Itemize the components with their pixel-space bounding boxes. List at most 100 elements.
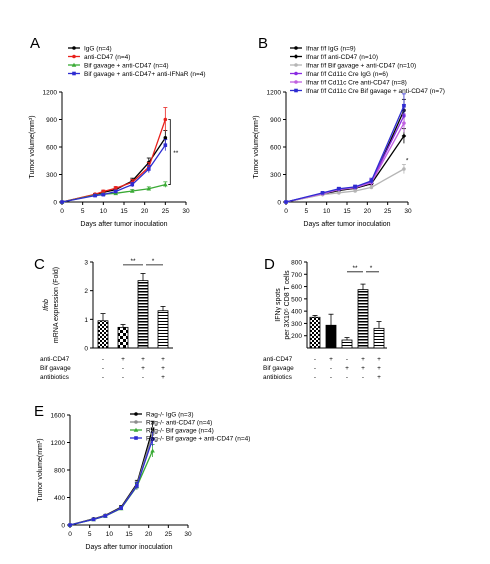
condition-mark: + <box>161 365 165 372</box>
data-point <box>147 167 151 171</box>
condition-mark: + <box>377 356 381 363</box>
condition-label: Bif gavage <box>263 365 294 372</box>
y-tick-label: 1 <box>84 317 88 324</box>
data-point <box>353 185 357 189</box>
bar <box>325 324 337 349</box>
legend-label: Ifnar f/f anti-CD47 (n=10) <box>306 54 378 61</box>
condition-mark: - <box>314 374 316 381</box>
x-axis-label: Days after tumor inoculation <box>303 221 390 228</box>
condition-mark: + <box>329 356 333 363</box>
y-axis-label: mRNA expression (Fold) <box>53 267 60 343</box>
y-tick-label: 0 <box>277 200 281 207</box>
condition-mark: + <box>121 356 125 363</box>
panel-e-chart: 0 5 10 15 20 25 30 0 400 800 1200 1600 Days after tu… <box>37 411 250 551</box>
legend-label: Ifnar f/f Cd11c Cre IgG (n=6) <box>306 71 388 78</box>
y-axis-label-2: per 3X10⁵ CD8 T cells <box>284 270 291 340</box>
y-tick-label: 2 <box>84 288 88 295</box>
condition-mark: - <box>346 374 348 381</box>
legend-label: Bif gavage + anti-CD47+ anti-IFNaR (n=4) <box>84 71 206 78</box>
legend-label: Rag-/- Bif gavage (n=4) <box>146 427 214 434</box>
bar <box>341 339 353 349</box>
x-tick-label: 10 <box>100 208 108 215</box>
panel-letter-d: D <box>264 256 275 273</box>
y-tick-label: 600 <box>46 145 57 152</box>
legend-label: Ifnar f/f Cd11c Cre Bif gavage + anti-CD… <box>306 88 445 95</box>
legend-label: Ifnar f/f IgG (n=9) <box>306 45 356 52</box>
data-point <box>146 186 152 191</box>
bar <box>117 326 129 349</box>
panel-c-chart: 0 1 2 3 anti-CD47 - + + + Bif gavage - - + + antibioti… <box>40 258 173 381</box>
condition-mark: - <box>314 356 316 363</box>
y-axis-label: Tumor volume(mm³) <box>253 115 260 178</box>
legend-swatch-marker <box>133 427 139 432</box>
legend-label: Rag-/- anti-CD47 (n=4) <box>146 419 212 426</box>
legend-swatch-marker <box>294 80 298 84</box>
data-point <box>113 186 118 191</box>
x-tick-label: 5 <box>305 208 309 215</box>
data-point <box>60 200 64 204</box>
legend-swatch-marker <box>134 420 138 424</box>
data-point <box>284 200 288 204</box>
y-tick-label: 600 <box>270 145 281 152</box>
data-point <box>101 192 106 197</box>
data-point <box>113 189 118 194</box>
y-tick-label: 0 <box>53 200 57 207</box>
legend-label: Rag-/- Bif gavage + anti-CD47 (n=4) <box>146 435 250 442</box>
series-line <box>285 122 405 203</box>
x-tick-label: 25 <box>162 208 170 215</box>
condition-mark: + <box>377 365 381 372</box>
data-point <box>163 143 168 147</box>
data-point <box>135 484 139 488</box>
significance-label: * <box>370 265 373 272</box>
condition-mark: + <box>361 365 365 372</box>
data-point <box>93 193 97 198</box>
legend-swatch-marker <box>294 46 298 50</box>
x-tick-label: 0 <box>68 531 72 538</box>
series-line <box>285 105 405 203</box>
x-axis-label: Days after tumor inoculation <box>80 221 167 228</box>
panel-d-chart: 200 300 400 500 600 700 800 anti-CD47 - + - + + Bif g… <box>263 260 387 381</box>
legend-label: Ifnar f/f Cd11c Cre anti-CD47 (n=8) <box>306 79 407 86</box>
condition-mark: + <box>161 374 165 381</box>
x-tick-label: 20 <box>364 208 372 215</box>
condition-mark: + <box>141 356 145 363</box>
series-line <box>285 168 405 203</box>
x-tick-label: 15 <box>343 208 351 215</box>
legend-label: Ifnar f/f Bif gavage + anti-CD47 (n=10) <box>306 62 416 69</box>
condition-mark: + <box>141 365 145 372</box>
legend-swatch-marker <box>134 412 138 416</box>
bar <box>373 327 385 349</box>
x-tick-label: 30 <box>404 208 412 215</box>
significance-label: ** <box>352 265 358 272</box>
legend-swatch-marker <box>294 71 298 76</box>
condition-mark: - <box>102 365 104 372</box>
data-point <box>68 523 72 527</box>
panel-letter-a: A <box>30 35 40 52</box>
condition-label: anti-CD47 <box>40 356 70 363</box>
condition-mark: + <box>377 374 381 381</box>
condition-mark: - <box>346 356 348 363</box>
y-tick-label: 600 <box>291 284 302 291</box>
y-tick-label: 0 <box>61 523 65 530</box>
legend-label: Bif gavage + anti-CD47 (n=4) <box>84 62 169 69</box>
y-tick-label: 800 <box>291 260 302 267</box>
y-tick-label: 300 <box>46 172 57 179</box>
x-tick-label: 5 <box>88 531 92 538</box>
condition-mark: - <box>362 374 364 381</box>
series-line <box>69 450 154 526</box>
legend-label: Rag-/- IgG (n=3) <box>146 411 194 418</box>
data-point <box>150 448 155 453</box>
y-tick-label: 500 <box>291 296 302 303</box>
bar <box>309 316 321 349</box>
y-tick-label: 200 <box>291 333 302 340</box>
condition-mark: - <box>330 365 332 372</box>
condition-mark: - <box>314 365 316 372</box>
y-axis-gene-label: Ifnb <box>43 299 50 311</box>
y-tick-label: 300 <box>291 321 302 328</box>
legend-swatch-marker <box>72 54 76 59</box>
condition-mark: - <box>122 374 124 381</box>
y-tick-label: 1200 <box>43 90 58 97</box>
data-point <box>353 189 357 193</box>
